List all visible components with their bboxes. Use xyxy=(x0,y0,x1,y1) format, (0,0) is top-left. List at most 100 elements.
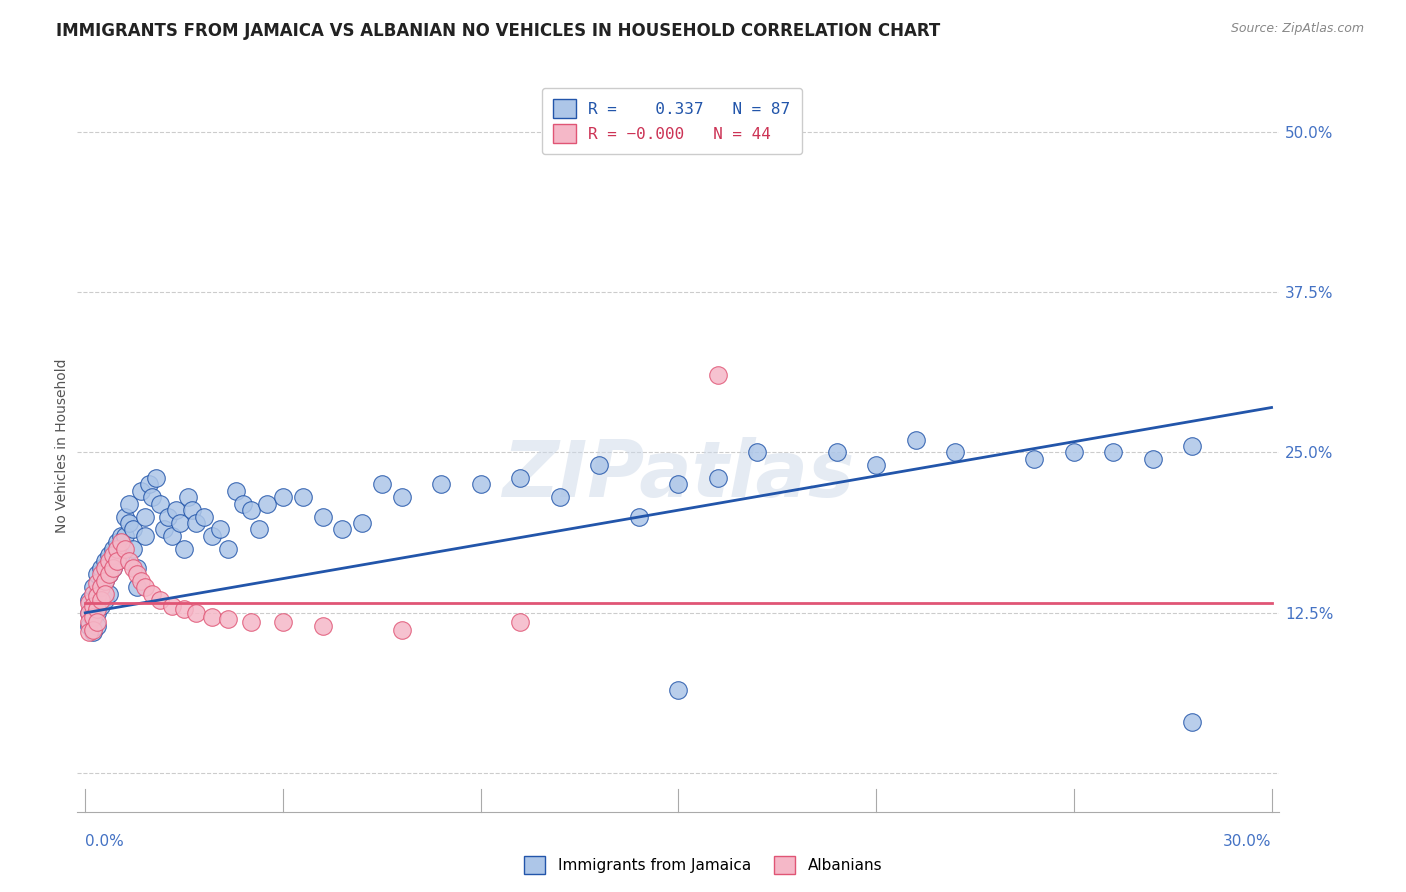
Point xyxy=(118,554,141,568)
Point xyxy=(82,586,104,600)
Text: 30.0%: 30.0% xyxy=(1223,834,1271,848)
Point xyxy=(225,483,247,498)
Point xyxy=(311,509,333,524)
Point xyxy=(82,609,104,624)
Point xyxy=(707,368,730,383)
Point xyxy=(232,497,254,511)
Point xyxy=(201,609,224,624)
Point xyxy=(86,606,108,620)
Point xyxy=(311,618,333,632)
Text: Source: ZipAtlas.com: Source: ZipAtlas.com xyxy=(1230,22,1364,36)
Point xyxy=(271,491,294,505)
Text: IMMIGRANTS FROM JAMAICA VS ALBANIAN NO VEHICLES IN HOUSEHOLD CORRELATION CHART: IMMIGRANTS FROM JAMAICA VS ALBANIAN NO V… xyxy=(56,22,941,40)
Point xyxy=(271,615,294,629)
Point xyxy=(240,615,263,629)
Point xyxy=(114,529,136,543)
Y-axis label: No Vehicles in Household: No Vehicles in Household xyxy=(55,359,69,533)
Point xyxy=(217,612,239,626)
Point xyxy=(105,554,128,568)
Point xyxy=(90,561,112,575)
Point xyxy=(121,561,143,575)
Point xyxy=(165,503,187,517)
Point xyxy=(114,541,136,556)
Point xyxy=(82,599,104,614)
Point xyxy=(134,580,156,594)
Point xyxy=(125,561,148,575)
Point xyxy=(291,491,314,505)
Point xyxy=(77,606,100,620)
Point xyxy=(98,548,120,562)
Point xyxy=(90,580,112,594)
Point xyxy=(240,503,263,517)
Point xyxy=(82,623,104,637)
Point xyxy=(86,576,108,591)
Point xyxy=(98,554,120,568)
Point xyxy=(943,445,966,459)
Point xyxy=(101,561,124,575)
Point xyxy=(94,574,117,588)
Point xyxy=(247,523,270,537)
Point xyxy=(1063,445,1085,459)
Point xyxy=(82,612,104,626)
Point xyxy=(86,589,108,603)
Text: ZIPatlas: ZIPatlas xyxy=(502,437,855,513)
Point xyxy=(865,458,887,473)
Point xyxy=(177,491,200,505)
Point xyxy=(105,535,128,549)
Point xyxy=(94,586,117,600)
Point xyxy=(509,471,531,485)
Point xyxy=(125,567,148,582)
Point xyxy=(184,516,207,530)
Point xyxy=(588,458,610,473)
Point xyxy=(82,599,104,614)
Point xyxy=(825,445,848,459)
Point xyxy=(1024,451,1046,466)
Point xyxy=(1102,445,1125,459)
Point xyxy=(145,471,167,485)
Point xyxy=(98,567,120,582)
Point xyxy=(430,477,453,491)
Point xyxy=(77,625,100,640)
Point xyxy=(193,509,215,524)
Text: 0.0%: 0.0% xyxy=(86,834,124,848)
Point xyxy=(208,523,231,537)
Point xyxy=(181,503,204,517)
Point xyxy=(86,618,108,632)
Point xyxy=(184,606,207,620)
Point xyxy=(77,596,100,610)
Point xyxy=(82,625,104,640)
Point xyxy=(138,477,160,491)
Point xyxy=(141,586,163,600)
Point xyxy=(173,541,195,556)
Point xyxy=(77,618,100,632)
Point xyxy=(121,541,143,556)
Point xyxy=(86,602,108,616)
Point xyxy=(169,516,191,530)
Point xyxy=(509,615,531,629)
Point xyxy=(77,615,100,629)
Point xyxy=(162,529,183,543)
Point xyxy=(101,561,124,575)
Point xyxy=(101,541,124,556)
Point xyxy=(391,491,413,505)
Point xyxy=(77,593,100,607)
Point xyxy=(114,509,136,524)
Point xyxy=(125,580,148,594)
Legend: R =    0.337   N = 87, R = −0.000   N = 44: R = 0.337 N = 87, R = −0.000 N = 44 xyxy=(543,88,801,154)
Point xyxy=(105,554,128,568)
Point xyxy=(129,574,152,588)
Legend: Immigrants from Jamaica, Albanians: Immigrants from Jamaica, Albanians xyxy=(517,850,889,880)
Point xyxy=(90,593,112,607)
Point xyxy=(548,491,571,505)
Point xyxy=(118,516,141,530)
Point xyxy=(157,509,180,524)
Point xyxy=(86,567,108,582)
Point xyxy=(1142,451,1164,466)
Point xyxy=(86,586,108,600)
Point xyxy=(86,615,108,629)
Point xyxy=(141,491,163,505)
Point xyxy=(94,574,117,588)
Point xyxy=(98,567,120,582)
Point xyxy=(217,541,239,556)
Point xyxy=(134,509,156,524)
